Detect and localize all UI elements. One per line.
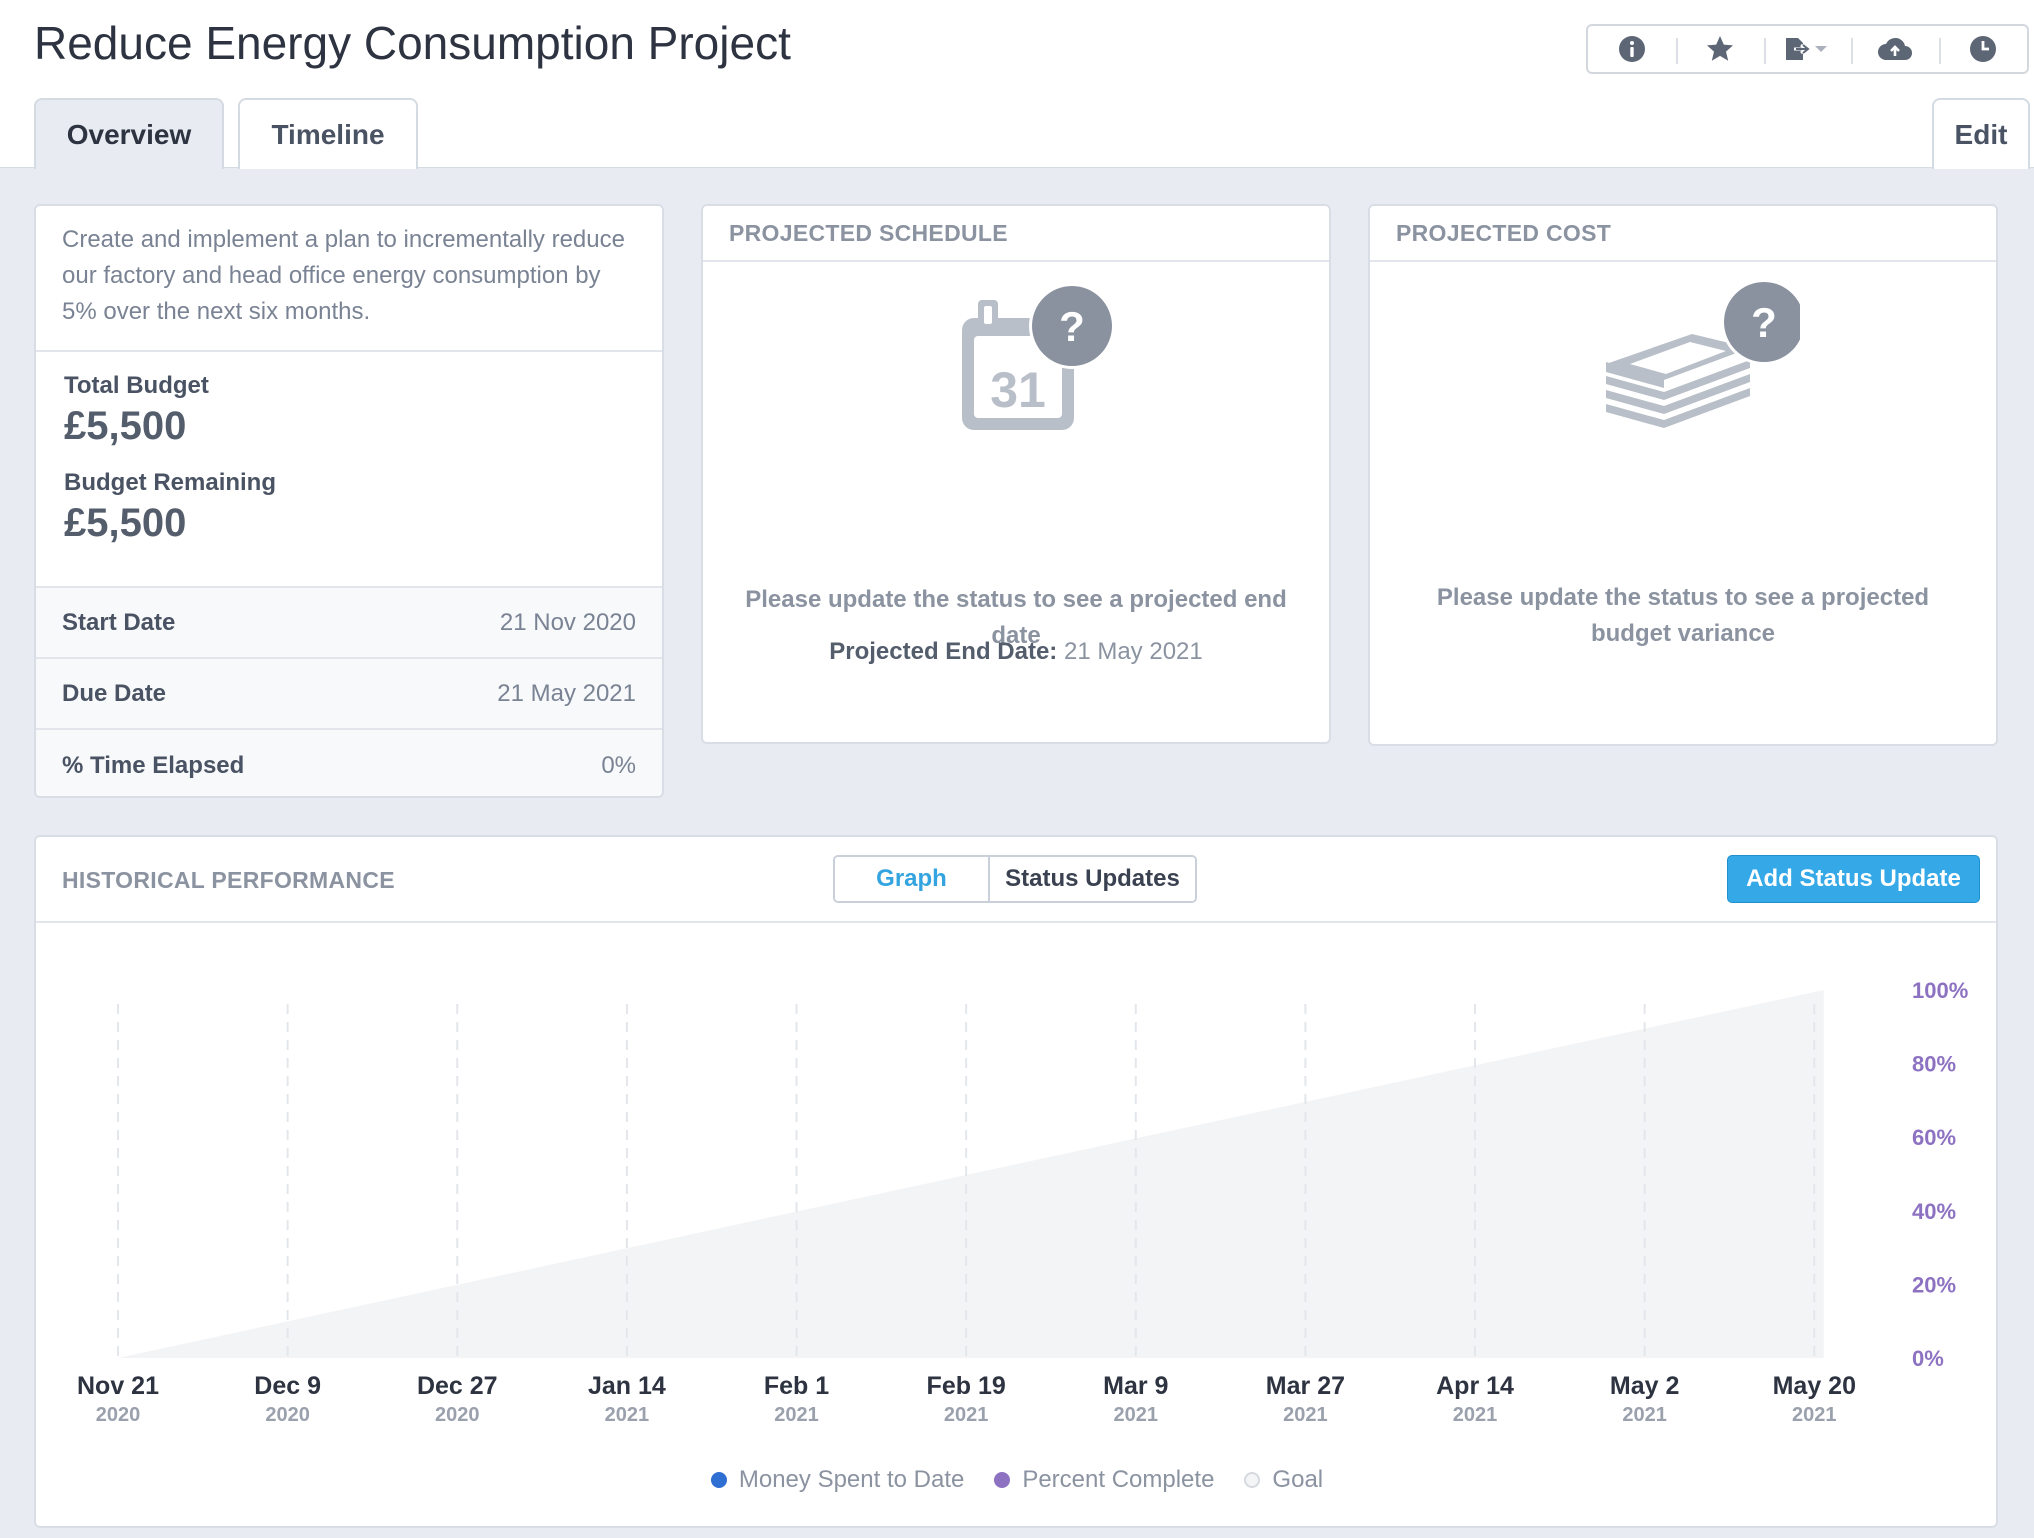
legend-percent-complete-label: Percent Complete <box>1022 1466 1215 1493</box>
y-tick-label: 100% <box>1912 978 1968 1003</box>
star-icon <box>1706 36 1733 61</box>
goal-dot <box>1244 1472 1261 1488</box>
favorite-button[interactable] <box>1675 26 1764 72</box>
x-tick-year: 2021 <box>605 1404 650 1426</box>
schedule-message: Please update the status to see a projec… <box>745 586 1287 649</box>
projected-cost-card: PROJECTED COST ? Please update the statu… <box>1368 204 1998 746</box>
start-date-row: Start Date 21 Nov 2020 <box>36 588 662 659</box>
x-tick-label: Dec 27 <box>417 1372 498 1400</box>
performance-title: HISTORICAL PERFORMANCE <box>62 866 395 893</box>
projected-schedule-card: PROJECTED SCHEDULE 31 ? Please update th… <box>701 204 1331 744</box>
due-date-value: 21 May 2021 <box>497 679 636 707</box>
cloud-upload-icon <box>1878 37 1913 60</box>
x-tick-year: 2021 <box>1792 1404 1837 1426</box>
legend-goal-label: Goal <box>1272 1466 1324 1493</box>
export-button[interactable] <box>1763 26 1852 72</box>
performance-header: HISTORICAL PERFORMANCE Graph Status Upda… <box>36 837 1996 923</box>
x-tick-year: 2021 <box>1622 1404 1667 1426</box>
budget-block: Total Budget £5,500 Budget Remaining £5,… <box>36 352 662 588</box>
money-spent-dot <box>710 1472 727 1488</box>
legend-goal[interactable]: Goal <box>1244 1466 1323 1494</box>
chart-legend: Money Spent to Date Percent Complete Goa… <box>0 1460 2034 1500</box>
x-tick-year: 2021 <box>1453 1404 1498 1426</box>
projected-schedule-title: PROJECTED SCHEDULE <box>703 206 1329 262</box>
page-title: Reduce Energy Consumption Project <box>34 17 791 69</box>
calendar-question-icon: 31 ? <box>962 283 1115 430</box>
budget-remaining-value: £5,500 <box>64 501 187 545</box>
x-tick-label: Nov 21 <box>77 1372 159 1400</box>
cost-message: Please update the status to see a projec… <box>1436 584 1930 647</box>
x-tick-label: Dec 9 <box>254 1372 321 1400</box>
y-tick-label: 60% <box>1912 1125 1956 1150</box>
tab-overview[interactable]: Overview <box>34 98 224 169</box>
due-date-label: Due Date <box>62 679 167 707</box>
y-tick-label: 40% <box>1912 1199 1956 1224</box>
x-tick-label: May 2 <box>1610 1372 1679 1400</box>
x-tick-year: 2021 <box>774 1404 819 1426</box>
x-tick-label: Feb 19 <box>927 1372 1006 1400</box>
project-description: Create and implement a plan to increment… <box>36 206 662 352</box>
tab-timeline[interactable]: Timeline <box>238 98 418 169</box>
add-status-update-button[interactable]: Add Status Update <box>1727 855 1980 903</box>
x-tick-label: Jan 14 <box>588 1372 666 1400</box>
calendar-day-number: 31 <box>990 362 1046 418</box>
legend-money-spent-label: Money Spent to Date <box>738 1466 965 1493</box>
total-budget-label: Total Budget <box>64 372 209 399</box>
y-tick-label: 80% <box>1912 1052 1956 1077</box>
history-button[interactable] <box>1939 26 2027 72</box>
percent-complete-dot <box>994 1472 1011 1488</box>
x-tick-year: 2020 <box>96 1404 141 1426</box>
schedule-badge-text: ? <box>1059 303 1085 350</box>
tab-status-updates[interactable]: Status Updates <box>990 857 1195 901</box>
header-toolbar <box>1586 24 2029 74</box>
view-toggle: Graph Status Updates <box>833 855 1197 903</box>
y-tick-label: 20% <box>1912 1272 1956 1297</box>
project-summary-card: Create and implement a plan to increment… <box>34 204 664 798</box>
money-question-icon: ? <box>1606 279 1800 428</box>
clock-icon <box>1970 36 1997 62</box>
x-tick-label: Mar 9 <box>1103 1372 1168 1400</box>
due-date-row: Due Date 21 May 2021 <box>36 659 662 730</box>
legend-percent-complete[interactable]: Percent Complete <box>994 1466 1214 1494</box>
x-tick-label: Mar 27 <box>1266 1372 1345 1400</box>
projected-end-label: Projected End Date: <box>829 638 1058 665</box>
cost-badge-text: ? <box>1751 299 1777 346</box>
x-tick-year: 2021 <box>1283 1404 1328 1426</box>
x-tick-label: Feb 1 <box>764 1372 829 1400</box>
x-tick-year: 2020 <box>435 1404 480 1426</box>
time-elapsed-value: 0% <box>601 751 636 779</box>
time-elapsed-label: % Time Elapsed <box>62 751 245 779</box>
export-icon <box>1786 38 1828 60</box>
edit-button[interactable]: Edit <box>1932 98 2030 169</box>
x-tick-year: 2021 <box>944 1404 989 1426</box>
x-tick-year: 2021 <box>1114 1404 1159 1426</box>
x-tick-label: May 20 <box>1773 1372 1856 1400</box>
total-budget-value: £5,500 <box>64 404 187 448</box>
budget-remaining-label: Budget Remaining <box>64 469 277 496</box>
top-bar: Reduce Energy Consumption Project Overvi… <box>0 0 2034 169</box>
time-elapsed-row: % Time Elapsed 0% <box>36 730 662 796</box>
projected-cost-title: PROJECTED COST <box>1370 206 1996 262</box>
legend-money-spent[interactable]: Money Spent to Date <box>710 1466 965 1494</box>
info-icon <box>1618 36 1645 62</box>
start-date-label: Start Date <box>62 608 176 636</box>
x-tick-year: 2020 <box>265 1404 310 1426</box>
info-button[interactable] <box>1588 26 1676 72</box>
y-tick-label: 0% <box>1912 1346 1944 1371</box>
cloud-upload-button[interactable] <box>1851 26 1939 72</box>
tab-graph[interactable]: Graph <box>835 857 990 901</box>
start-date-value: 21 Nov 2020 <box>499 608 636 636</box>
projected-end-date: Projected End Date: 21 May 2021 <box>703 638 1329 666</box>
projected-end-value: 21 May 2021 <box>1063 638 1203 665</box>
x-tick-label: Apr 14 <box>1436 1372 1514 1400</box>
goal-area <box>118 990 1824 1358</box>
